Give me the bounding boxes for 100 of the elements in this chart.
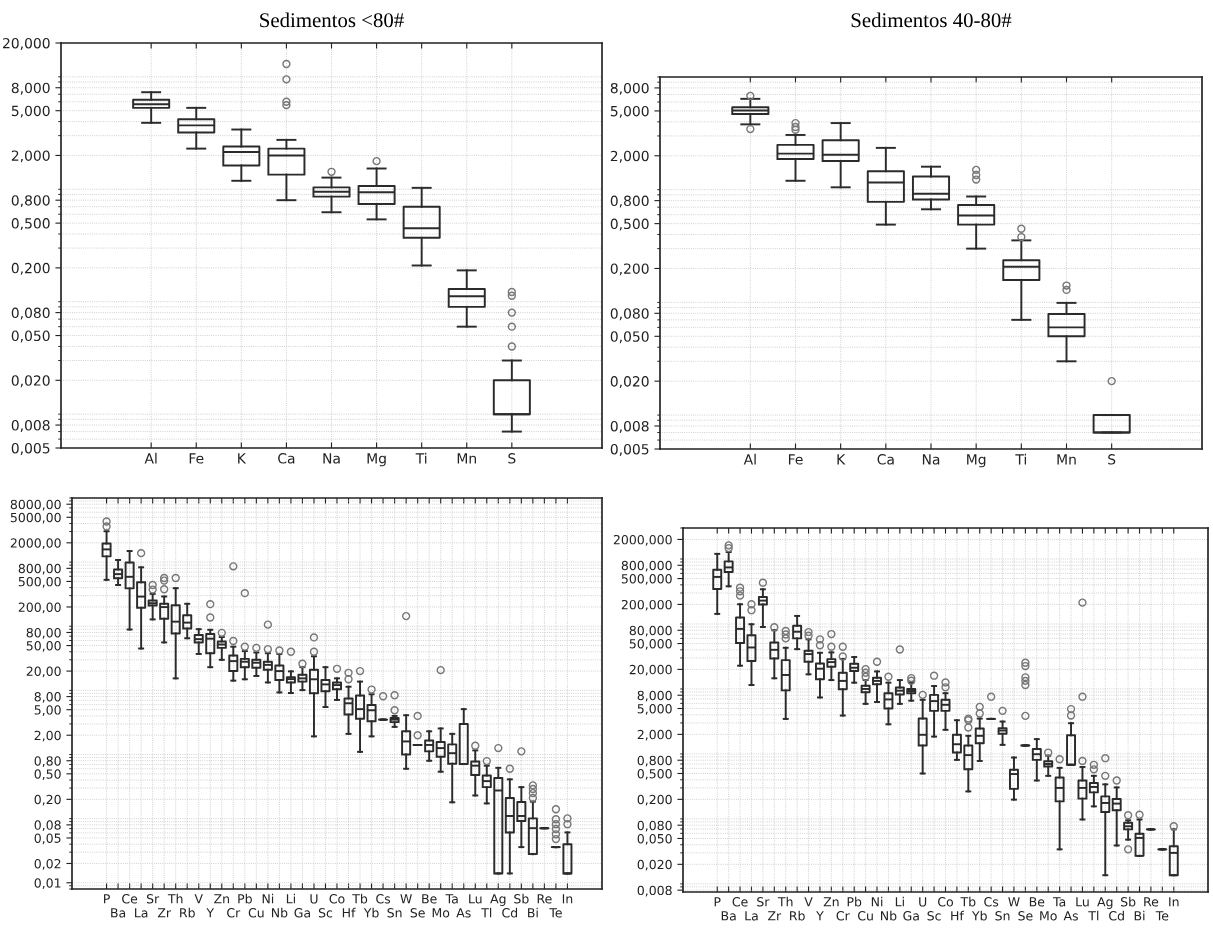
y-tick-label: 800,00 — [18, 563, 61, 575]
y-tick-label: 0,050 — [610, 331, 649, 344]
y-tick-label: 0,800 — [11, 195, 50, 208]
x-tick-label: Th — [167, 893, 183, 904]
y-tick-label: 0,050 — [11, 330, 50, 343]
x-tick-label: Li — [286, 893, 295, 904]
x-tick-label: Y — [206, 908, 215, 918]
x-tick-label: P — [714, 897, 721, 907]
x-tick-label: Tl — [481, 907, 492, 918]
x-tick-label: Yb — [363, 907, 379, 918]
x-tick-label: Ta — [1052, 897, 1066, 907]
y-tick-label: 2,000 — [610, 150, 649, 163]
x-tick-label: U — [919, 897, 927, 907]
x-tick-label: Tb — [960, 896, 976, 907]
x-tick-label: Cr — [227, 908, 241, 918]
x-tick-label: Ba — [111, 908, 126, 918]
x-tick-label: Ta — [445, 894, 458, 904]
y-tick-label: 50,00 — [26, 641, 61, 652]
y-tick-label: 80,00 — [26, 627, 61, 639]
y-tick-label: 0,005 — [610, 443, 649, 456]
x-tick-label: La — [745, 911, 758, 921]
x-tick-label: Al — [144, 452, 157, 464]
x-tick-label: In — [562, 894, 573, 904]
y-tick-label: 80,000 — [629, 625, 672, 637]
y-tick-label: 2,000 — [11, 150, 50, 163]
x-tick-label: P — [104, 894, 110, 904]
x-tick-label: Sc — [318, 908, 333, 918]
x-tick-label: Cs — [376, 894, 391, 904]
x-tick-label: Nb — [271, 907, 288, 918]
x-tick-label: Lu — [469, 894, 482, 904]
x-tick-label: Te — [549, 908, 562, 918]
x-tick-label: Tb — [352, 893, 368, 904]
x-tick-label: Al — [743, 453, 756, 465]
x-tick-label: Th — [777, 896, 793, 907]
x-tick-label: Se — [410, 908, 425, 918]
x-tick-label: Hf — [342, 907, 356, 918]
x-tick-label: Mg — [967, 454, 986, 468]
y-tick-label: 0,08 — [34, 820, 61, 832]
y-tick-label: 200,00 — [18, 602, 61, 614]
y-tick-label: 0,05 — [34, 833, 61, 845]
x-tick-label: Sc — [927, 911, 941, 921]
y-tick-label: 500,000 — [621, 574, 672, 585]
x-tick-label: Re — [1144, 897, 1159, 907]
x-tick-label: K — [837, 454, 846, 465]
y-tick-label: 2000,00 — [10, 538, 61, 550]
x-tick-label: Ni — [262, 893, 274, 904]
y-tick-label: 50,000 — [629, 639, 672, 650]
x-tick-label: Sb — [1121, 896, 1136, 907]
x-tick-label: Sr — [757, 897, 770, 907]
x-tick-label: Lu — [1076, 897, 1089, 907]
x-tick-label: Cr — [836, 911, 850, 921]
x-tick-label: Rb — [180, 907, 195, 918]
x-tick-label: Ag — [1097, 897, 1113, 909]
x-tick-label: Te — [1155, 911, 1169, 921]
x-tick-label: Yb — [971, 910, 987, 921]
x-tick-label: Mg — [367, 453, 386, 467]
y-tick-label: 0,500 — [610, 218, 649, 231]
x-tick-label: Se — [1018, 911, 1033, 921]
y-tick-label: 0,200 — [610, 263, 649, 276]
y-tick-label: 0,008 — [637, 885, 672, 897]
x-tick-label: Bi — [528, 907, 538, 918]
y-tick-label: 0,008 — [11, 420, 50, 432]
y-tick-label: 8,000 — [610, 82, 649, 95]
x-tick-label: Ca — [278, 453, 295, 464]
y-tick-label: 2,000 — [637, 729, 672, 741]
x-tick-label: Pb — [238, 893, 252, 904]
y-tick-label: 0,02 — [34, 858, 61, 870]
x-tick-label: Zr — [768, 911, 782, 921]
x-tick-label: Sn — [387, 908, 402, 918]
y-tick-label: 0,20 — [34, 794, 61, 806]
y-tick-label: 0,020 — [11, 375, 50, 388]
x-tick-label: W — [1008, 897, 1020, 907]
x-tick-label: Zn — [214, 894, 229, 904]
x-tick-label: In — [1169, 897, 1179, 907]
x-tick-label: Tl — [1088, 910, 1099, 921]
x-tick-label: Be — [1029, 897, 1045, 907]
x-tick-label: Nb — [881, 910, 897, 921]
x-tick-label: Mo — [432, 908, 450, 918]
x-tick-label: S — [508, 453, 516, 464]
x-tick-label: Ti — [415, 452, 427, 464]
x-tick-label: La — [135, 908, 148, 918]
x-tick-label: Y — [816, 911, 824, 921]
y-tick-label: 0,800 — [637, 755, 672, 767]
chart-title: Sedimentos <80# — [260, 12, 404, 28]
x-tick-label: Ga — [294, 908, 310, 918]
y-tick-label: 20,000 — [3, 37, 50, 50]
y-tick-label: 0,008 — [610, 420, 649, 433]
y-tick-label: 0,020 — [637, 859, 672, 871]
y-tick-label: 0,080 — [637, 820, 672, 832]
x-tick-label: Re — [537, 894, 552, 904]
y-tick-label: 0,50 — [34, 769, 61, 781]
x-tick-label: Cu — [857, 911, 873, 921]
x-tick-label: Ga — [903, 911, 919, 921]
x-tick-label: Mo — [1040, 911, 1057, 921]
x-tick-label: Ag — [490, 894, 506, 906]
y-tick-label: 8000,00 — [10, 499, 61, 511]
x-tick-label: Ni — [871, 896, 883, 907]
x-tick-label: Rb — [790, 910, 805, 921]
y-tick-label: 20,000 — [629, 664, 672, 676]
y-tick-label: 0,050 — [637, 833, 672, 845]
